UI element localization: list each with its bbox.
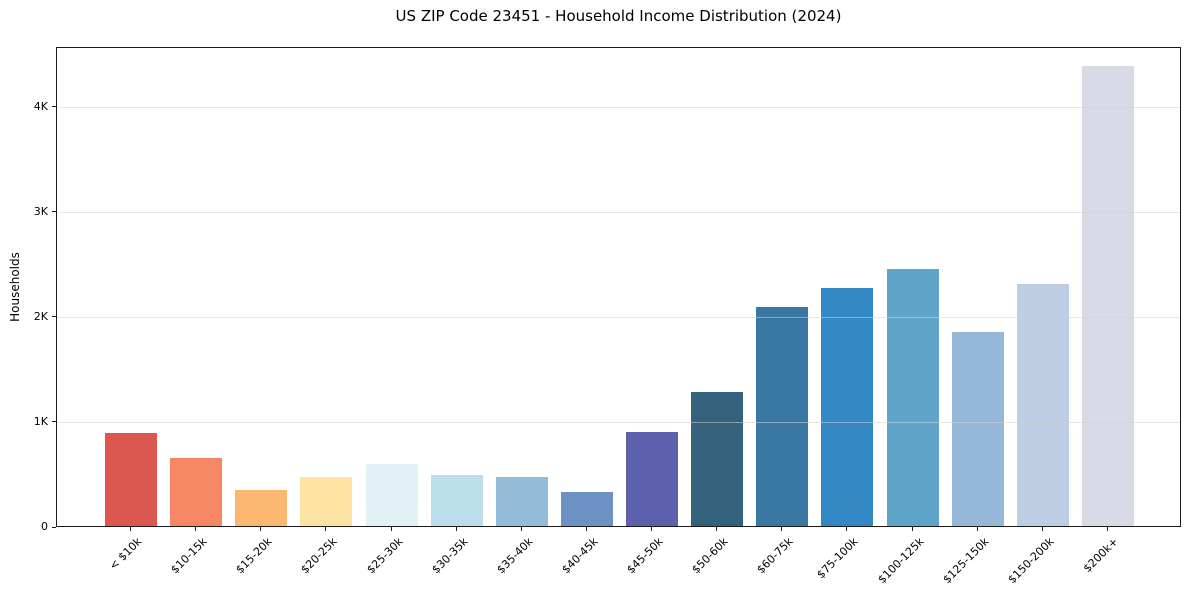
x-tick-label: $15-20k [232,535,275,577]
bar [1082,66,1134,526]
x-tick-label: $45-50k [623,535,666,577]
x-tick-mark [456,527,457,531]
x-tick-mark [391,527,392,531]
y-tick-mark [52,106,56,107]
gridline [57,317,1180,318]
x-tick-label: $75-100k [813,535,861,582]
x-tick-mark [977,527,978,531]
x-tick-mark [846,527,847,531]
x-tick-mark [912,527,913,531]
x-tick-label: $35-40k [493,535,536,577]
bar [105,433,157,526]
bar [235,490,287,526]
bar [821,288,873,526]
x-tick-label: $40-45k [558,535,601,577]
bar [496,477,548,526]
x-tick-mark [195,527,196,531]
x-tick-mark [651,527,652,531]
x-tick-label: $30-35k [428,535,471,577]
y-tick-label: 1K [33,415,48,428]
bar [1017,284,1069,526]
y-tick-label: 0 [41,520,48,533]
bar [170,458,222,526]
bar [626,432,678,526]
x-tick-mark [1042,527,1043,531]
x-tick-label: $50-60k [688,535,731,577]
x-tick-mark [716,527,717,531]
y-tick-label: 3K [33,205,48,218]
x-tick-mark [325,527,326,531]
chart-title: US ZIP Code 23451 - Household Income Dis… [395,7,842,25]
x-tick-mark [781,527,782,531]
y-tick-label: 4K [33,100,48,113]
x-tick-label: $100-125k [875,535,927,587]
y-tick-mark [52,527,56,528]
x-tick-label: $150-200k [1005,535,1057,587]
x-tick-label: $20-25k [297,535,340,577]
x-tick-label: $10-15k [167,535,210,577]
y-tick-label: 2K [33,310,48,323]
bar [691,392,743,526]
y-tick-mark [52,316,56,317]
x-tick-label: $60-75k [753,535,796,577]
gridline [57,107,1180,108]
gridline [57,422,1180,423]
plot-area [56,47,1181,527]
gridline [57,212,1180,213]
x-tick-mark [1107,527,1108,531]
x-tick-mark [521,527,522,531]
y-axis-label-container: Households [6,47,24,527]
x-tick-label: $25-30k [363,535,406,577]
y-tick-mark [52,211,56,212]
x-tick-mark [586,527,587,531]
x-tick-mark [130,527,131,531]
bar [756,307,808,526]
y-tick-mark [52,421,56,422]
bar [952,332,1004,526]
bar [561,492,613,526]
bar [300,477,352,526]
x-tick-label: < $10k [106,535,145,573]
x-tick-label: $125-150k [940,535,992,587]
bar [887,269,939,526]
bar [431,475,483,526]
x-tick-mark [260,527,261,531]
bar [366,464,418,526]
x-tick-label: $200k+ [1081,535,1122,576]
